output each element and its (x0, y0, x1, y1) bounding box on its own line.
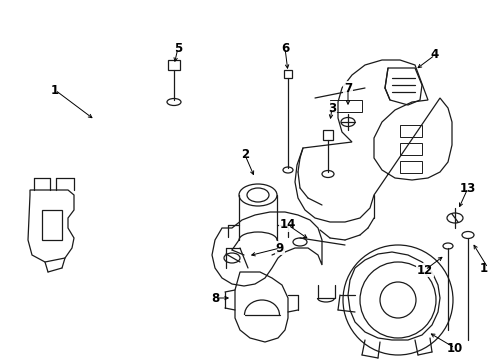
Text: 14: 14 (279, 219, 296, 231)
Text: 10: 10 (446, 342, 462, 355)
Bar (399, 143, 421, 155)
Ellipse shape (446, 213, 462, 223)
Bar (168, 60, 180, 70)
Ellipse shape (340, 117, 354, 126)
Text: 4: 4 (430, 49, 438, 62)
Ellipse shape (239, 184, 276, 206)
Ellipse shape (321, 171, 333, 177)
Text: 6: 6 (280, 41, 288, 54)
Bar (399, 161, 421, 173)
Text: 8: 8 (210, 292, 219, 305)
Ellipse shape (167, 99, 181, 105)
Text: 7: 7 (343, 81, 351, 94)
Text: 11: 11 (479, 261, 488, 274)
Bar (284, 70, 291, 78)
Bar (399, 125, 421, 137)
Bar (323, 130, 332, 140)
Text: 2: 2 (241, 148, 248, 162)
Text: 1: 1 (51, 84, 59, 96)
Text: 9: 9 (275, 242, 284, 255)
Ellipse shape (292, 238, 306, 246)
Bar (329, 100, 361, 112)
Ellipse shape (246, 188, 268, 202)
Text: 12: 12 (416, 264, 432, 276)
Ellipse shape (224, 253, 240, 263)
Text: 5: 5 (174, 41, 182, 54)
Text: 13: 13 (459, 181, 475, 194)
Ellipse shape (461, 231, 473, 238)
Ellipse shape (442, 243, 452, 249)
Text: 3: 3 (327, 102, 335, 114)
